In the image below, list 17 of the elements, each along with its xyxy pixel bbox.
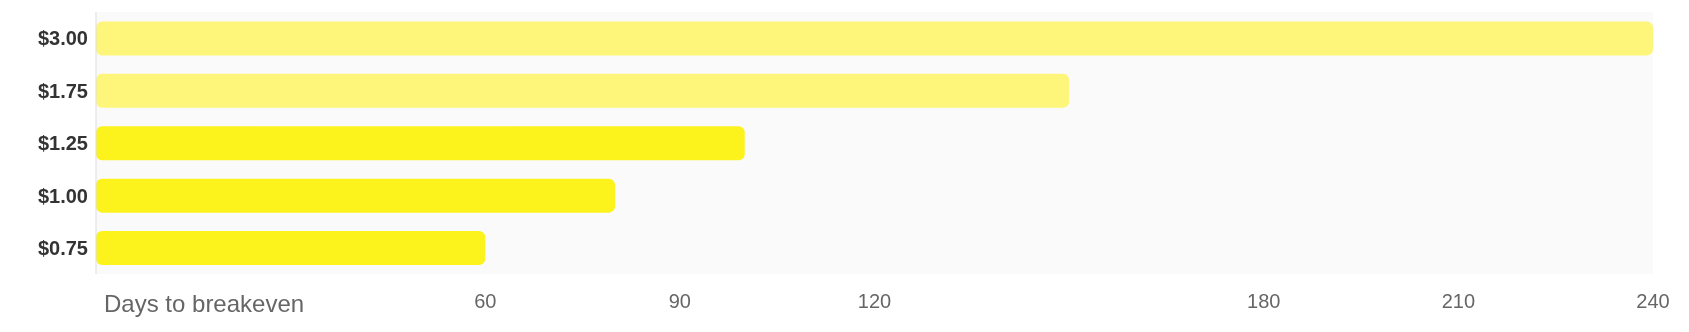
x-tick-label: 60 — [474, 290, 497, 313]
y-tick-label: $1.25 — [37, 132, 88, 155]
bar — [96, 178, 615, 213]
y-tick-label: $1.00 — [37, 184, 88, 207]
x-tick-label: 180 — [1247, 290, 1281, 313]
bar — [96, 126, 745, 161]
x-tick-label: 240 — [1636, 290, 1670, 313]
bar — [96, 21, 1653, 56]
y-tick-label: $3.00 — [37, 27, 88, 50]
x-tick-label: 90 — [668, 290, 691, 313]
x-tick-label: 210 — [1441, 290, 1476, 313]
x-axis-title: Days to breakeven — [104, 290, 305, 318]
y-tick-label: $0.75 — [37, 236, 88, 259]
bar — [96, 231, 486, 266]
y-tick-label: $1.75 — [37, 79, 88, 102]
x-tick-label: 120 — [857, 290, 892, 313]
bar — [96, 73, 1070, 108]
